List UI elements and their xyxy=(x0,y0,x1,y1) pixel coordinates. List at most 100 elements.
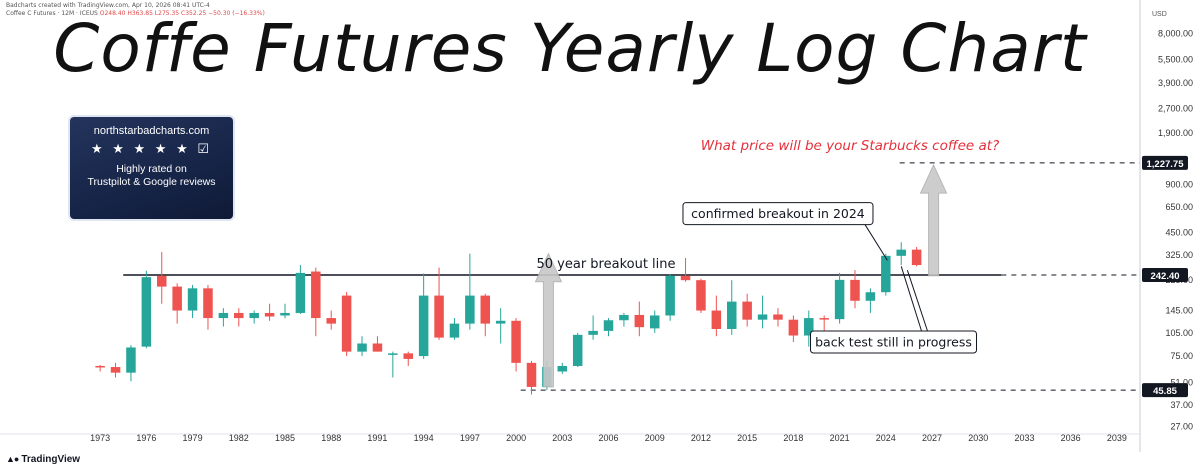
price-label-bg xyxy=(1142,268,1188,283)
candle xyxy=(372,336,383,352)
candle-body xyxy=(172,286,182,311)
candle-body xyxy=(110,367,121,373)
confirmed-callout-text: confirmed breakout in 2024 xyxy=(691,206,865,221)
badge-line2: Trustpilot & Google reviews xyxy=(87,176,216,188)
symbol-info: Coffee C Futures · 12M · ICEUS O248.40 H… xyxy=(6,10,265,17)
candle xyxy=(850,270,860,309)
backtest-pointer-1 xyxy=(900,266,922,332)
candle-body xyxy=(280,312,290,316)
price-tick-label: 2,700.00 xyxy=(1158,103,1193,113)
candle xyxy=(388,351,398,378)
candle-body xyxy=(495,320,506,324)
price-tick-label: 75.00 xyxy=(1170,351,1193,361)
candle-body xyxy=(557,365,568,372)
candle-body xyxy=(388,353,398,355)
candle-body xyxy=(357,343,367,352)
candle-body xyxy=(788,319,799,336)
candle xyxy=(280,303,290,319)
candle xyxy=(696,278,706,313)
backtest-callout-box xyxy=(810,330,978,354)
confirmed-pointer xyxy=(864,224,888,261)
candle xyxy=(911,246,922,267)
tradingview-logo-icon: ▲● xyxy=(6,454,19,464)
candle xyxy=(172,283,182,324)
candle-body xyxy=(449,323,460,338)
tradingview-logo-text: TradingView xyxy=(21,454,81,465)
candle-body xyxy=(95,365,105,368)
year-tick-label: 2000 xyxy=(506,433,526,443)
price-label: 45.85 xyxy=(1153,386,1177,397)
candle xyxy=(804,310,814,347)
candle xyxy=(619,312,629,327)
candle xyxy=(218,308,229,327)
candle-body xyxy=(326,318,336,324)
candle-body xyxy=(157,275,167,287)
candle xyxy=(649,310,660,333)
up-arrow-icon xyxy=(919,163,948,277)
year-tick-label: 1994 xyxy=(414,433,434,443)
candle-body xyxy=(665,275,675,316)
candle xyxy=(480,293,491,337)
candle xyxy=(680,258,691,282)
candle-body xyxy=(372,343,383,352)
candle xyxy=(449,318,460,340)
year-tick-label: 1982 xyxy=(229,433,249,443)
year-tick-label: 2021 xyxy=(830,433,850,443)
price-tick-label: 105.00 xyxy=(1165,328,1193,338)
candle-body xyxy=(865,292,876,301)
candle-body xyxy=(603,320,614,331)
year-tick-label: 1973 xyxy=(90,433,110,443)
badge-stars-icon: ★ ★ ★ ★ ★ ☑ xyxy=(91,141,212,156)
year-tick-label: 2024 xyxy=(876,433,896,443)
year-tick-label: 2027 xyxy=(922,433,942,443)
candle-body xyxy=(141,277,152,347)
candle xyxy=(557,362,568,374)
price-tick-label: 325.00 xyxy=(1165,250,1193,260)
candle xyxy=(865,288,876,313)
price-label: 1,227.75 xyxy=(1147,159,1185,170)
question-annotation: What price will be your Starbucks coffee… xyxy=(701,138,999,154)
year-tick-label: 2030 xyxy=(968,433,988,443)
backtest-callout-text: back test still in progress xyxy=(815,334,972,349)
candle-body xyxy=(126,347,136,373)
year-tick-label: 2006 xyxy=(598,433,618,443)
candle-body xyxy=(881,255,891,293)
candle-body xyxy=(649,315,660,329)
confirmed-callout-box xyxy=(682,202,874,226)
candle xyxy=(572,332,583,368)
candle xyxy=(495,308,506,344)
year-tick-label: 2033 xyxy=(1014,433,1034,443)
candle-body xyxy=(634,314,645,328)
year-tick-label: 2036 xyxy=(1061,433,1081,443)
candle xyxy=(311,267,321,337)
candle xyxy=(634,301,645,337)
year-tick-label: 1997 xyxy=(460,433,480,443)
candle xyxy=(711,295,722,337)
price-tick-label: 27.00 xyxy=(1170,422,1193,432)
candle-body xyxy=(680,275,691,281)
candle-body xyxy=(234,312,244,319)
price-label-bg xyxy=(1142,155,1188,170)
year-tick-label: 1991 xyxy=(367,433,387,443)
candle-body xyxy=(588,330,598,335)
candle-body xyxy=(295,272,306,313)
candle xyxy=(157,252,167,304)
candle xyxy=(295,265,306,314)
year-tick-label: 2015 xyxy=(737,433,757,443)
candle xyxy=(141,270,152,349)
candle xyxy=(434,267,444,340)
candle-body xyxy=(465,295,475,324)
candle xyxy=(187,284,198,319)
candle-body xyxy=(403,353,413,359)
candle-body xyxy=(711,310,722,329)
candle xyxy=(234,308,244,327)
candle xyxy=(465,253,475,330)
candle xyxy=(418,273,429,359)
candle-body xyxy=(341,295,352,352)
chart-title: Coffe Futures Yearly Log Chart xyxy=(53,10,1087,87)
backtest-pointer-2 xyxy=(906,270,928,332)
candle xyxy=(881,253,891,296)
candle xyxy=(403,351,413,366)
candle-body xyxy=(619,314,629,321)
candle xyxy=(110,362,121,378)
